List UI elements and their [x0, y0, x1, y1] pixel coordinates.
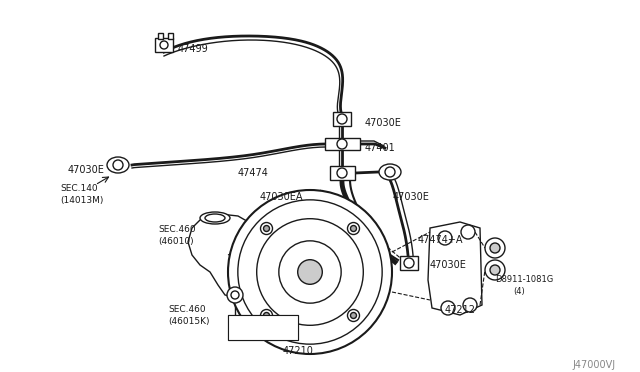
Circle shape	[348, 222, 360, 234]
Bar	[228, 315, 298, 340]
Text: 47030E: 47030E	[365, 118, 402, 128]
Bar	[228, 315, 298, 340]
Circle shape	[438, 231, 452, 245]
Text: (46015K): (46015K)	[168, 317, 209, 326]
Circle shape	[337, 139, 347, 149]
Circle shape	[298, 260, 323, 284]
Circle shape	[337, 168, 347, 178]
Text: SEC.460: SEC.460	[158, 225, 196, 234]
Circle shape	[463, 298, 477, 312]
Text: 47030E: 47030E	[430, 260, 467, 270]
Text: J47000VJ: J47000VJ	[573, 360, 616, 370]
Text: (4): (4)	[513, 287, 525, 296]
Circle shape	[351, 225, 356, 231]
Circle shape	[351, 312, 356, 318]
Text: D8911-1081G: D8911-1081G	[495, 275, 553, 284]
Circle shape	[260, 310, 273, 321]
Circle shape	[490, 265, 500, 275]
Circle shape	[231, 291, 239, 299]
Bar	[168, 33, 173, 39]
Bar	[400, 256, 418, 270]
Text: 47030E: 47030E	[393, 192, 430, 202]
Text: SEC.460: SEC.460	[168, 305, 205, 314]
Ellipse shape	[200, 212, 230, 224]
Circle shape	[337, 114, 347, 124]
Text: SEC.140: SEC.140	[60, 184, 98, 193]
Text: 47210: 47210	[283, 346, 314, 356]
Text: 47474: 47474	[238, 168, 269, 178]
Circle shape	[404, 258, 414, 268]
Text: (46010): (46010)	[158, 237, 194, 246]
Circle shape	[113, 160, 123, 170]
Circle shape	[264, 312, 269, 318]
Text: 47401: 47401	[365, 143, 396, 153]
Ellipse shape	[107, 157, 129, 173]
Bar	[333, 112, 351, 126]
Circle shape	[485, 238, 505, 258]
Circle shape	[279, 241, 341, 303]
Circle shape	[485, 260, 505, 280]
Text: 47499: 47499	[178, 44, 209, 54]
Circle shape	[348, 310, 360, 321]
Circle shape	[228, 190, 392, 354]
Circle shape	[238, 200, 382, 344]
Circle shape	[461, 225, 475, 239]
Bar	[158, 33, 163, 39]
Text: 47030E: 47030E	[68, 165, 105, 175]
Bar	[325, 138, 360, 150]
Text: 47212: 47212	[445, 305, 476, 315]
Bar	[155, 38, 173, 52]
Text: 47474+A: 47474+A	[418, 235, 463, 245]
Circle shape	[385, 167, 395, 177]
Circle shape	[264, 225, 269, 231]
Ellipse shape	[379, 164, 401, 180]
Bar	[330, 166, 355, 180]
Ellipse shape	[205, 214, 225, 222]
Circle shape	[160, 41, 168, 49]
Circle shape	[490, 243, 500, 253]
Circle shape	[260, 222, 273, 234]
Circle shape	[257, 219, 364, 325]
Circle shape	[227, 287, 243, 303]
Text: (14013M): (14013M)	[60, 196, 104, 205]
Circle shape	[441, 301, 455, 315]
Text: 47030EA: 47030EA	[260, 192, 303, 202]
